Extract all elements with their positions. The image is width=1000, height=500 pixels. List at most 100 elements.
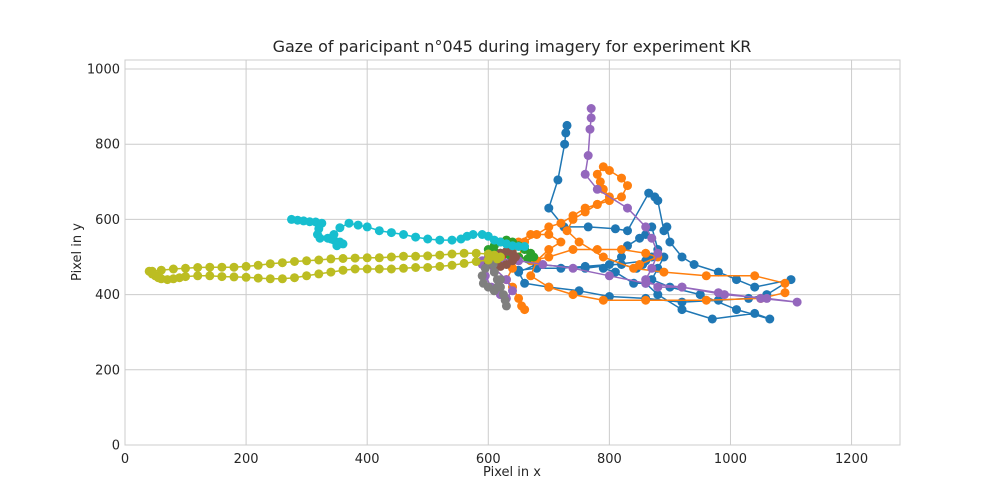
data-point (350, 264, 360, 274)
data-point (386, 252, 396, 262)
data-point (544, 252, 554, 262)
data-point (617, 173, 626, 183)
data-point (332, 241, 342, 251)
data-point (792, 297, 802, 307)
x-tick-label: 0 (121, 452, 129, 467)
data-point (156, 265, 166, 275)
plot-area (144, 104, 802, 324)
data-point (556, 218, 566, 228)
data-point (586, 104, 596, 113)
data-point (580, 207, 590, 217)
data-point (468, 230, 478, 239)
data-point (315, 233, 325, 243)
data-point (568, 290, 578, 300)
data-point (344, 218, 354, 228)
data-point (314, 255, 324, 265)
data-point (374, 253, 384, 263)
data-point (659, 267, 669, 277)
data-point (544, 203, 554, 213)
data-point (526, 230, 536, 239)
data-point (595, 177, 605, 187)
data-point (229, 272, 239, 282)
data-point (653, 248, 663, 258)
data-point (302, 256, 312, 266)
data-point (326, 267, 336, 277)
data-point (653, 290, 663, 300)
data-point (617, 245, 626, 254)
data-point (677, 305, 687, 315)
data-point (520, 278, 530, 288)
data-point (265, 259, 275, 269)
x-tick-label: 800 (597, 452, 622, 467)
data-point (480, 263, 490, 273)
data-point (498, 290, 508, 300)
data-point (544, 222, 554, 232)
data-point (750, 282, 760, 292)
data-point (544, 245, 554, 254)
x-tick-label: 1200 (835, 452, 868, 467)
data-point (447, 235, 457, 245)
data-point (492, 282, 502, 292)
x-tick-label: 200 (234, 452, 259, 467)
data-point (561, 128, 571, 138)
data-point (241, 261, 251, 271)
data-point (181, 263, 190, 273)
data-point (447, 249, 457, 259)
data-point (495, 275, 505, 285)
y-tick-label: 0 (112, 439, 120, 454)
y-tick-label: 600 (95, 213, 120, 228)
data-point (544, 282, 554, 292)
data-point (707, 314, 717, 324)
data-point (647, 263, 657, 273)
data-point (399, 251, 408, 261)
data-point (329, 230, 339, 239)
data-point (423, 234, 433, 244)
data-point (677, 252, 687, 262)
data-point (362, 264, 372, 274)
x-tick-label: 600 (476, 452, 501, 467)
data-point (253, 273, 263, 283)
data-point (592, 169, 602, 179)
data-point (514, 293, 524, 303)
data-point (544, 230, 554, 239)
data-point (598, 162, 608, 172)
data-point (265, 274, 275, 284)
data-point (447, 260, 457, 270)
data-point (350, 253, 360, 263)
x-axis-label: Pixel in x (483, 465, 541, 480)
data-point (217, 272, 227, 282)
data-point (253, 260, 263, 270)
data-point (762, 293, 772, 303)
data-point (677, 282, 687, 292)
data-point (147, 266, 157, 276)
data-point (556, 237, 566, 247)
data-point (411, 263, 421, 272)
data-point (701, 271, 711, 281)
data-point (362, 253, 372, 263)
data-point (562, 120, 572, 130)
data-point (623, 181, 632, 191)
data-point (489, 267, 499, 277)
data-point (623, 203, 632, 213)
data-point (423, 251, 433, 261)
data-point (689, 260, 699, 269)
series-fixations-9 (287, 214, 530, 251)
axes-frame (124, 59, 901, 446)
data-point (568, 263, 578, 273)
data-point (562, 226, 572, 236)
y-tick-label: 1000 (87, 63, 120, 78)
data-point (653, 196, 663, 206)
data-point (635, 260, 645, 269)
data-point (592, 199, 602, 209)
data-point (617, 192, 626, 202)
data-point (399, 263, 408, 273)
data-point (604, 260, 614, 269)
data-point (641, 278, 651, 288)
data-point (411, 232, 421, 242)
y-tick-label: 800 (95, 138, 120, 153)
data-point (193, 263, 203, 272)
data-point (732, 305, 741, 315)
data-point (585, 124, 595, 134)
data-point (217, 262, 227, 272)
data-point (471, 257, 481, 266)
